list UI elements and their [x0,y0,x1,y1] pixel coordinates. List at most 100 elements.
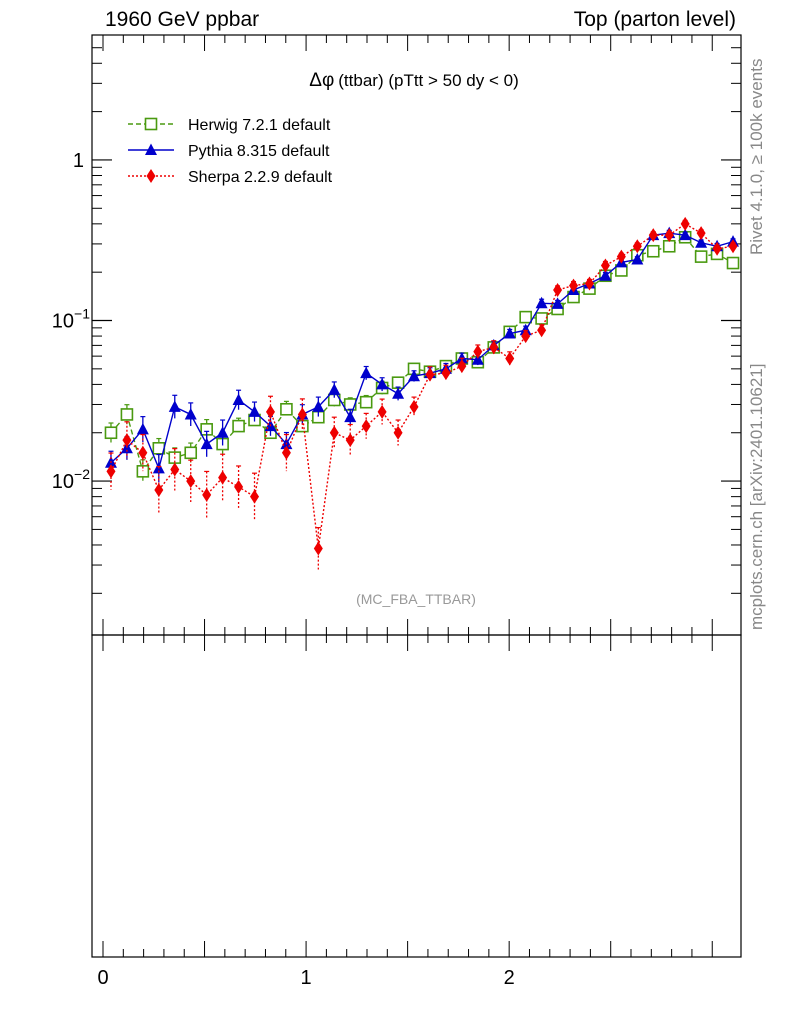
data-point-triangle [200,437,213,450]
x-tick-label: 1 [301,967,312,989]
chart-title: Δφ (ttbar) (pTtt > 50 dy < 0) [309,70,518,91]
data-point-square [359,395,373,409]
y-tick-label: 10−2 [52,466,90,493]
title-text: (ttbar) (pTtt > 50 dy < 0) [338,71,518,90]
data-point-square [646,244,660,258]
y-tick-exponent: −1 [74,306,90,322]
data-point-diamond [425,367,435,382]
series-sherpa [106,216,738,570]
legend: Herwig 7.2.1 default Pythia 8.315 default… [128,117,333,186]
data-point-diamond [473,344,483,359]
y-tick-exponent: −2 [74,466,90,482]
data-point-diamond [122,433,132,448]
series-line [110,232,734,471]
data-point-triangle [631,252,644,265]
data-point-square [519,310,532,324]
data-point-diamond [297,407,307,422]
data-point-diamond [648,228,658,243]
data-point-triangle [184,407,197,420]
data-point-triangle [376,377,389,390]
data-point-diamond [202,487,212,502]
data-point-diamond [106,464,116,479]
legend-label-herwig: Herwig 7.2.1 default [188,117,331,134]
data-point-diamond [457,359,467,374]
data-point-diamond [170,462,180,477]
x-axis: 0 1 2 [97,35,713,989]
data-point-triangle [679,228,692,241]
data-point-diamond [680,216,690,231]
header-right: Top (parton level) [573,8,736,31]
data-point-diamond [696,226,706,241]
data-point-triangle [248,405,261,417]
data-point-diamond [728,239,738,254]
series-herwig [104,230,740,483]
data-point-square [726,256,740,270]
y-tick-label: 10−1 [52,306,90,333]
y-tick-base: 10 [52,471,74,493]
data-point-diamond [234,479,244,494]
data-point-triangle [599,269,612,281]
data-point-square [144,117,158,131]
data-point-triangle [232,393,245,405]
series-pythia [104,226,740,483]
data-point-triangle [312,400,325,412]
data-point-triangle [695,236,708,248]
data-point-square [184,446,198,460]
series-line [110,223,734,549]
data-point-diamond [361,419,371,434]
data-point-triangle [392,387,405,399]
data-point-diamond [146,169,156,183]
y-axis: 110−110−2 [52,150,741,493]
data-point-triangle [145,143,157,155]
data-point-diamond [138,445,148,460]
data-point-diamond [553,282,563,297]
data-point-diamond [584,276,594,291]
data-point-triangle [216,426,229,438]
data-point-diamond [250,489,260,504]
title-symbol: Δφ [309,70,334,91]
data-point-diamond [154,482,164,497]
data-point-diamond [632,239,642,254]
data-point-diamond [600,258,610,273]
data-point-diamond [313,541,323,556]
data-point-diamond [218,470,228,485]
data-point-square [136,465,150,478]
data-point-triangle [328,383,341,395]
ratio-panel-frame [91,634,742,958]
data-point-square [280,402,293,416]
data-point-diamond [265,404,275,419]
data-point-square [104,426,118,440]
data-point-diamond [537,323,547,338]
series-layer [104,216,740,570]
data-point-triangle [344,410,357,423]
data-point-diamond [569,278,579,293]
data-point-triangle [168,400,181,412]
data-point-triangle [503,327,516,339]
data-point-diamond [712,241,722,256]
data-point-diamond [281,445,291,460]
data-point-diamond [505,351,515,366]
series-line [110,236,734,473]
legend-label-pythia: Pythia 8.315 default [188,143,330,160]
y-tick-base: 10 [52,311,74,333]
data-point-diamond [521,329,531,344]
y-tick-label: 1 [73,150,84,172]
data-point-diamond [441,366,451,381]
data-point-diamond [329,425,339,440]
y-tick-base: 1 [73,150,84,172]
data-point-triangle [136,422,149,435]
data-point-triangle [360,366,373,379]
data-point-triangle [551,297,564,309]
x-tick-label: 0 [97,967,108,989]
data-point-diamond [186,474,196,489]
data-point-diamond [393,425,403,440]
data-point-triangle [408,369,421,382]
data-point-square [232,419,245,433]
data-point-diamond [664,228,674,243]
data-point-diamond [345,433,355,448]
data-point-diamond [377,404,387,419]
data-point-diamond [489,340,499,355]
data-point-square [662,239,676,253]
data-point-triangle [535,296,548,309]
